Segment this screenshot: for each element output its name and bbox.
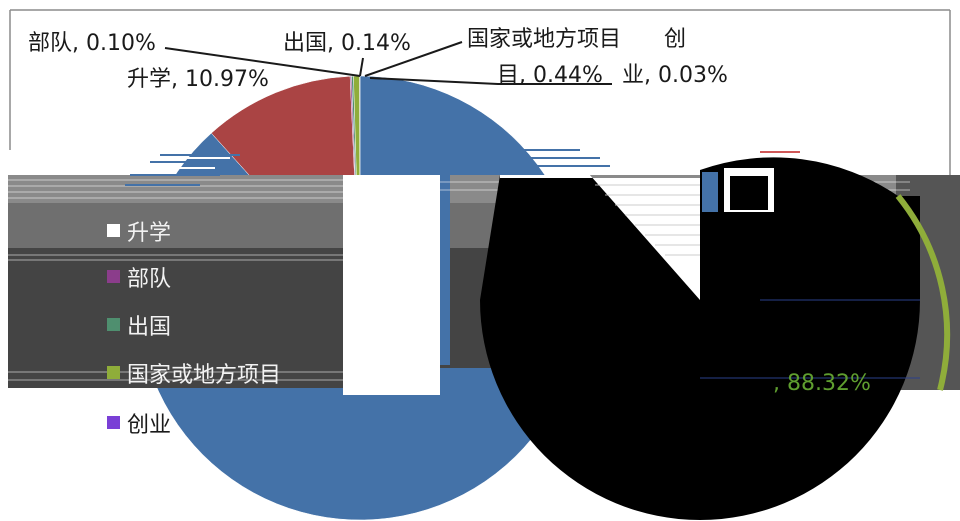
label-shengxue: 升学, 10.97% (127, 67, 269, 92)
label-chuangye-line2: 业, 0.03% (622, 63, 728, 88)
label-guojia-line2: 目, 0.44% (497, 63, 603, 88)
legend-item-chuangye: 创业 (127, 413, 171, 438)
legend-item-shengxue: 升学 (127, 221, 171, 246)
legend-swatch-guojia (107, 366, 120, 379)
legend-item-chuguo: 出国 (127, 315, 171, 340)
white-gap-block (343, 175, 440, 395)
legend: 升学 部队 出国 国家或地方项目 创业 (107, 221, 281, 438)
label-guojia-line1: 国家或地方项目 (467, 27, 621, 52)
legend-swatch-budui (107, 270, 120, 283)
leader-lines (164, 41, 612, 85)
legend-swatch-chuangye (107, 416, 120, 429)
legend-item-budui: 部队 (127, 267, 171, 292)
legend-swatch-shengxue (107, 224, 120, 237)
legend-swatch-chuguo (107, 318, 120, 331)
label-chuangye-line1: 创 (664, 27, 686, 52)
label-chuguo: 出国, 0.14% (283, 31, 411, 56)
legend-item-guojia: 国家或地方项目 (127, 363, 281, 388)
overlay-shape (480, 151, 951, 520)
label-jiuye: , 88.32% (773, 371, 871, 396)
label-budui: 部队, 0.10% (28, 31, 156, 56)
